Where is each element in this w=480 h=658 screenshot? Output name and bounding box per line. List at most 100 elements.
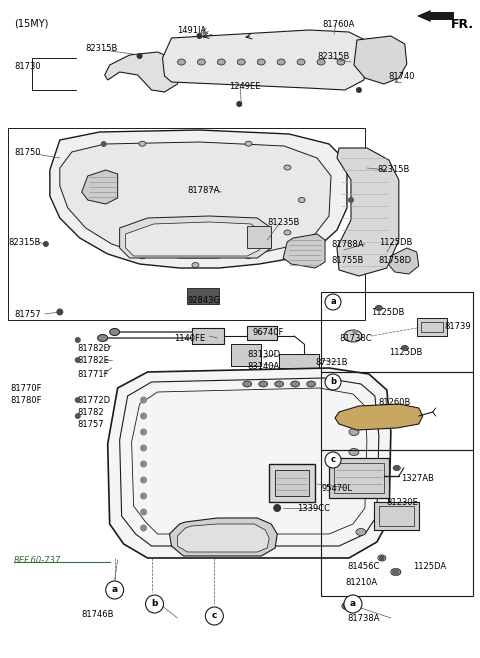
Polygon shape <box>126 222 261 256</box>
Text: a: a <box>111 586 118 594</box>
Polygon shape <box>163 30 369 90</box>
Polygon shape <box>337 148 399 276</box>
Text: c: c <box>331 455 336 465</box>
Polygon shape <box>50 130 347 268</box>
Polygon shape <box>178 524 269 552</box>
Bar <box>231 344 261 366</box>
Circle shape <box>150 597 159 607</box>
Circle shape <box>140 461 147 467</box>
Circle shape <box>343 602 351 610</box>
Ellipse shape <box>298 197 305 203</box>
Text: 81755B: 81755B <box>331 256 363 265</box>
Circle shape <box>379 555 385 561</box>
Circle shape <box>236 101 242 107</box>
Bar <box>8 128 365 320</box>
Text: 96740F: 96740F <box>252 328 284 337</box>
Bar <box>379 506 414 526</box>
Text: 81782: 81782 <box>78 408 104 417</box>
Circle shape <box>344 595 362 613</box>
Bar <box>279 354 319 368</box>
Text: 1125DB: 1125DB <box>371 308 404 317</box>
Text: 81740: 81740 <box>389 72 415 81</box>
Text: 81788A: 81788A <box>331 240 363 249</box>
Polygon shape <box>169 518 277 556</box>
Text: 81730: 81730 <box>14 62 41 71</box>
Ellipse shape <box>192 263 199 268</box>
Ellipse shape <box>337 59 345 65</box>
Bar <box>421 322 443 332</box>
Text: 81771F: 81771F <box>78 370 109 379</box>
Bar <box>374 502 419 530</box>
Bar <box>247 226 271 248</box>
Bar <box>192 328 224 344</box>
Circle shape <box>376 305 382 311</box>
Text: 81230E: 81230E <box>387 498 419 507</box>
Circle shape <box>394 465 400 471</box>
Circle shape <box>75 337 81 343</box>
Circle shape <box>140 397 147 403</box>
Text: c: c <box>212 611 217 620</box>
Circle shape <box>140 445 147 451</box>
Bar <box>321 292 473 372</box>
Text: 82315B: 82315B <box>86 44 118 53</box>
Circle shape <box>140 509 147 515</box>
Circle shape <box>140 492 147 499</box>
Ellipse shape <box>297 59 305 65</box>
Ellipse shape <box>243 381 252 387</box>
Ellipse shape <box>257 59 265 65</box>
Text: 1125DB: 1125DB <box>389 348 422 357</box>
Circle shape <box>137 53 143 59</box>
Text: REF.60-737: REF.60-737 <box>14 556 61 565</box>
Text: 83130D: 83130D <box>247 350 280 359</box>
Polygon shape <box>120 216 271 258</box>
Polygon shape <box>389 248 419 274</box>
Text: 81770F: 81770F <box>10 384 41 393</box>
Circle shape <box>106 581 124 599</box>
Bar <box>329 458 389 498</box>
Text: 82315B: 82315B <box>317 52 349 61</box>
Text: 1249EE: 1249EE <box>229 82 261 91</box>
Text: a: a <box>350 599 356 609</box>
Polygon shape <box>417 10 431 22</box>
Circle shape <box>75 413 81 419</box>
Ellipse shape <box>349 449 359 455</box>
Bar <box>321 372 473 450</box>
Text: 81772D: 81772D <box>78 396 111 405</box>
Ellipse shape <box>275 381 284 387</box>
Circle shape <box>56 309 63 315</box>
Text: 82315B: 82315B <box>8 238 40 247</box>
Polygon shape <box>354 36 407 84</box>
Polygon shape <box>105 52 181 92</box>
Text: b: b <box>330 378 336 386</box>
Text: 83140A: 83140A <box>247 362 279 371</box>
Ellipse shape <box>344 330 362 342</box>
Circle shape <box>205 607 223 625</box>
Text: b: b <box>151 599 158 609</box>
Bar <box>247 326 277 340</box>
Circle shape <box>140 524 147 532</box>
Circle shape <box>145 595 164 613</box>
Ellipse shape <box>245 141 252 146</box>
Polygon shape <box>335 404 423 430</box>
Text: 92843G: 92843G <box>188 296 220 305</box>
Text: 1327AB: 1327AB <box>401 474 434 483</box>
Bar <box>188 288 219 304</box>
Ellipse shape <box>349 428 359 436</box>
Text: 81758D: 81758D <box>379 256 412 265</box>
Circle shape <box>140 413 147 420</box>
Text: 1140FE: 1140FE <box>175 334 205 343</box>
Text: 81235B: 81235B <box>267 218 300 227</box>
Circle shape <box>325 452 341 468</box>
Text: 81782E: 81782E <box>78 356 109 365</box>
Circle shape <box>392 568 400 576</box>
Text: FR.: FR. <box>451 18 474 31</box>
Ellipse shape <box>178 59 185 65</box>
Ellipse shape <box>245 254 252 259</box>
Ellipse shape <box>317 59 325 65</box>
Circle shape <box>273 504 281 512</box>
Circle shape <box>75 397 81 403</box>
Circle shape <box>356 87 362 93</box>
Circle shape <box>325 294 341 310</box>
Circle shape <box>101 141 107 147</box>
Ellipse shape <box>284 230 291 235</box>
